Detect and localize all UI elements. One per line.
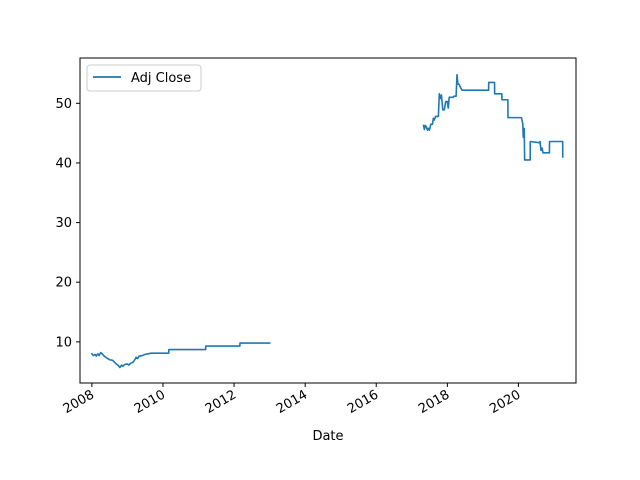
series-layer bbox=[90, 73, 564, 369]
y-axis: 10 20 30 40 50 bbox=[55, 97, 80, 350]
y-tick-label: 50 bbox=[55, 97, 72, 112]
x-axis-label: Date bbox=[312, 429, 343, 444]
y-tick-label: 20 bbox=[55, 276, 72, 291]
legend-box bbox=[86, 64, 202, 92]
y-tick-label: 10 bbox=[55, 335, 72, 350]
plot-frame bbox=[79, 57, 577, 384]
y-tick-label: 40 bbox=[55, 156, 72, 171]
plot-area bbox=[80, 58, 576, 383]
legend-label-adj-close: Adj Close bbox=[131, 71, 191, 86]
series-line-segment-1 bbox=[90, 342, 271, 369]
legend: Adj Close bbox=[86, 64, 202, 92]
series-line-segment-2 bbox=[422, 73, 564, 161]
y-tick-label: 30 bbox=[55, 216, 72, 231]
